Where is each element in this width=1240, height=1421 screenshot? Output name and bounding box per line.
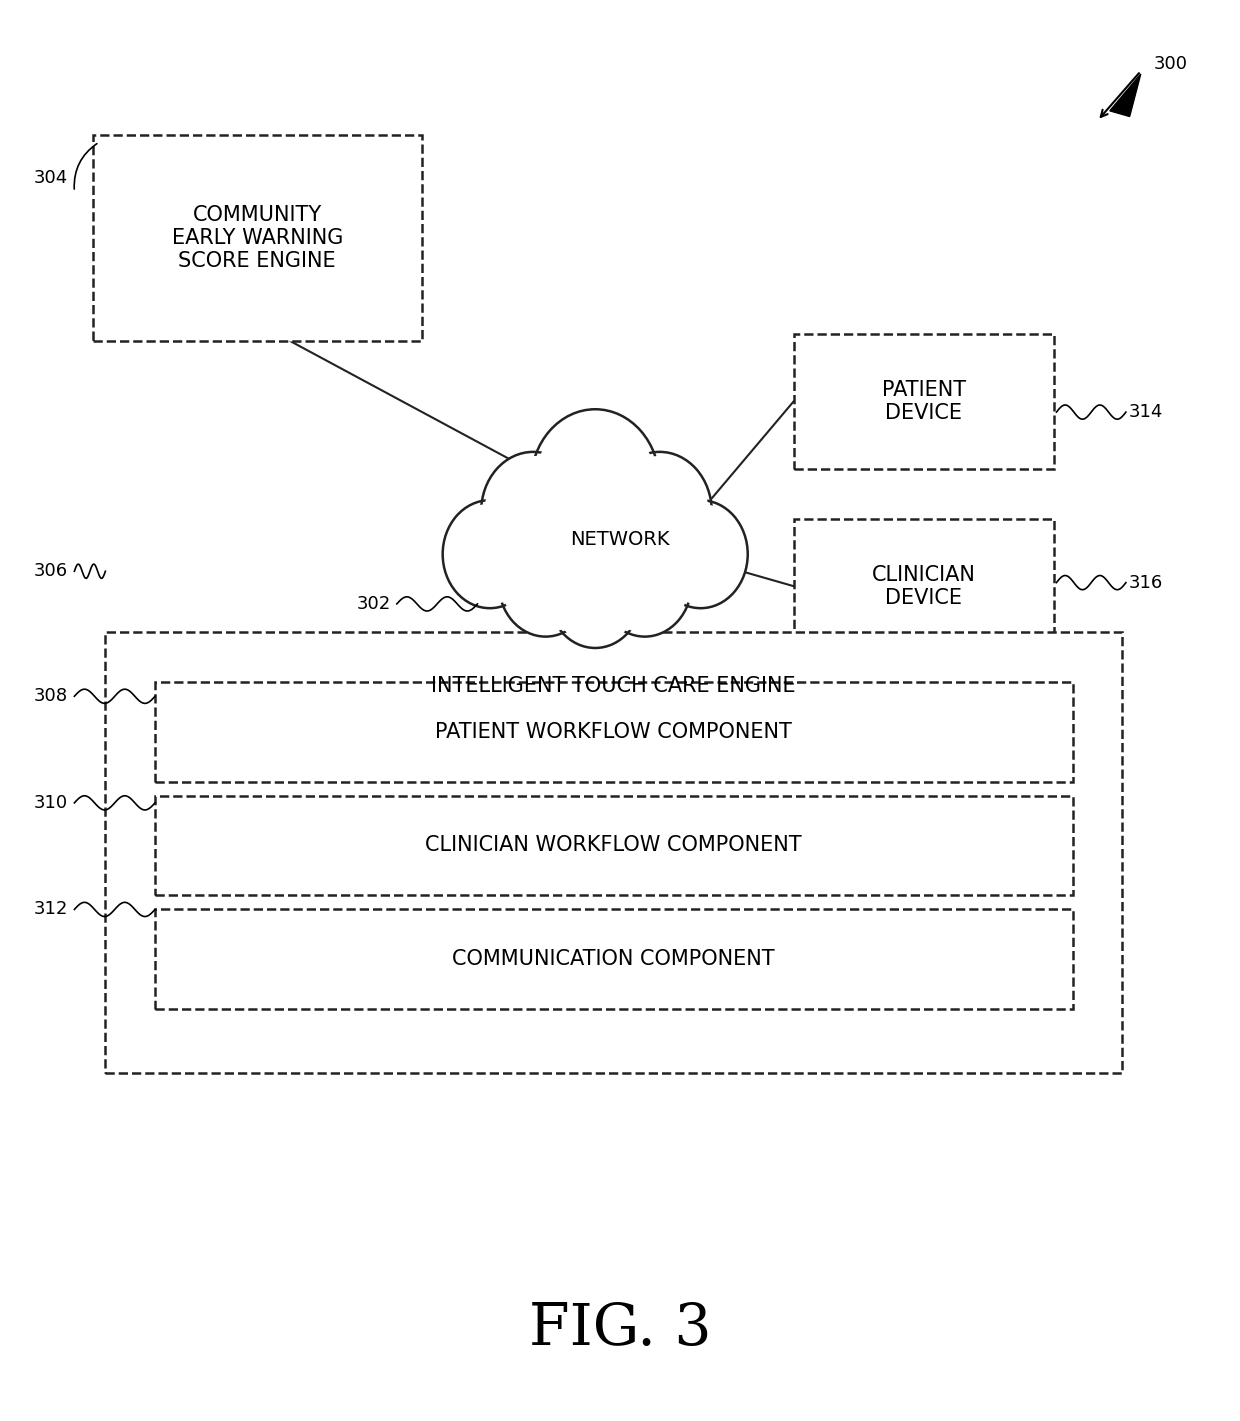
Text: 306: 306 [33, 563, 68, 580]
Circle shape [502, 533, 589, 632]
Text: 316: 316 [1128, 574, 1163, 591]
Text: 314: 314 [1128, 404, 1163, 421]
Circle shape [548, 540, 642, 648]
Text: PATIENT
DEVICE: PATIENT DEVICE [882, 379, 966, 423]
Circle shape [446, 504, 533, 604]
Circle shape [531, 409, 660, 557]
Text: CLINICIAN
DEVICE: CLINICIAN DEVICE [872, 564, 976, 608]
Circle shape [657, 504, 744, 604]
Circle shape [485, 456, 582, 567]
Bar [155, 909, 1073, 1009]
Circle shape [498, 529, 593, 637]
Bar [794, 519, 1054, 654]
Text: 310: 310 [33, 794, 68, 811]
Circle shape [481, 452, 585, 571]
Bar [155, 796, 1073, 895]
Circle shape [608, 452, 712, 571]
Circle shape [552, 544, 639, 644]
Text: 312: 312 [33, 901, 68, 918]
Text: NETWORK: NETWORK [570, 530, 670, 550]
Polygon shape [1110, 74, 1141, 117]
Circle shape [598, 529, 692, 637]
Text: COMMUNICATION COMPONENT: COMMUNICATION COMPONENT [453, 949, 775, 969]
Circle shape [653, 500, 748, 608]
Text: CLINICIAN WORKFLOW COMPONENT: CLINICIAN WORKFLOW COMPONENT [425, 836, 802, 855]
Circle shape [536, 415, 655, 551]
Circle shape [443, 500, 537, 608]
Text: FIG. 3: FIG. 3 [528, 1300, 712, 1357]
Text: INTELLIGENT TOUCH CARE ENGINE: INTELLIGENT TOUCH CARE ENGINE [432, 676, 796, 696]
Text: 308: 308 [33, 688, 68, 705]
Bar [105, 632, 1122, 1073]
Text: 300: 300 [1153, 55, 1187, 72]
Text: COMMUNITY
EARLY WARNING
SCORE ENGINE: COMMUNITY EARLY WARNING SCORE ENGINE [171, 205, 343, 271]
Bar [155, 682, 1073, 782]
Text: 302: 302 [356, 595, 391, 612]
Circle shape [611, 456, 708, 567]
Circle shape [601, 533, 688, 632]
Text: PATIENT WORKFLOW COMPONENT: PATIENT WORKFLOW COMPONENT [435, 722, 792, 742]
Bar [93, 135, 422, 341]
Bar [794, 334, 1054, 469]
Text: 304: 304 [33, 169, 68, 186]
